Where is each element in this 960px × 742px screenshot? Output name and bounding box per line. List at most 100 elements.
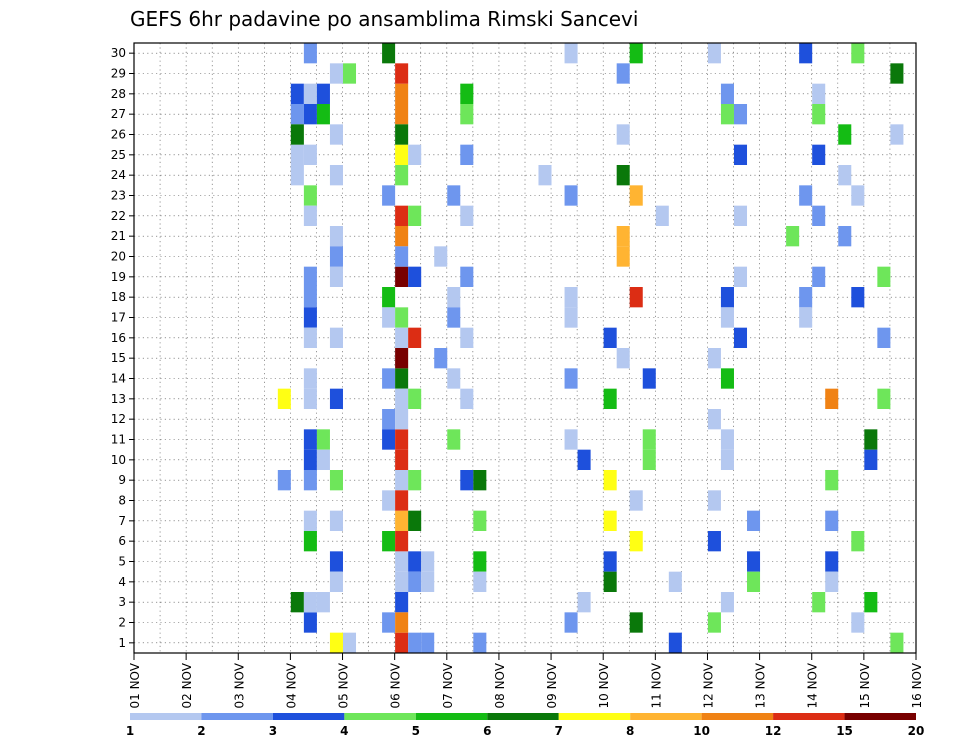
heatmap-cell xyxy=(825,571,839,592)
heatmap-cell xyxy=(395,490,409,511)
heatmap-cell xyxy=(303,449,317,470)
y-tick-label: 9 xyxy=(118,473,126,487)
heatmap-cell xyxy=(460,470,474,491)
heatmap-cell xyxy=(447,429,461,450)
x-tick-label: 04 NOV xyxy=(284,662,298,708)
heatmap-cell xyxy=(329,571,343,592)
heatmap-cell xyxy=(329,124,343,145)
heatmap-cell xyxy=(747,551,761,572)
legend-level-label: 2 xyxy=(197,724,205,738)
heatmap-cell xyxy=(564,185,578,206)
heatmap-cell xyxy=(720,429,734,450)
heatmap-cell xyxy=(473,551,487,572)
heatmap-cell xyxy=(303,470,317,491)
heatmap-cell xyxy=(603,571,617,592)
y-tick-label: 7 xyxy=(118,514,126,528)
heatmap-cell xyxy=(707,348,721,369)
heatmap-cell xyxy=(303,266,317,287)
heatmap-cell xyxy=(329,388,343,409)
heatmap-cell xyxy=(329,510,343,531)
y-tick-label: 19 xyxy=(111,270,126,284)
heatmap-cell xyxy=(720,449,734,470)
x-tick-label: 12 NOV xyxy=(701,662,715,708)
y-tick-label: 4 xyxy=(118,575,126,589)
heatmap-cell xyxy=(538,165,552,186)
plot-frame xyxy=(133,42,917,654)
heatmap-cell xyxy=(812,104,826,125)
legend-swatch xyxy=(701,713,774,720)
heatmap-cell xyxy=(342,632,357,653)
heatmap-cell xyxy=(655,205,669,226)
heatmap-cell xyxy=(329,470,343,491)
heatmap-cell xyxy=(564,429,578,450)
heatmap-cell xyxy=(838,226,852,247)
heatmap-cell xyxy=(408,470,422,491)
heatmap-cell xyxy=(733,144,748,165)
heatmap-cell xyxy=(460,104,474,125)
heatmap-cell xyxy=(277,388,291,409)
heatmap-cell xyxy=(395,266,409,287)
heatmap-cell xyxy=(851,185,865,206)
heatmap-cell xyxy=(733,327,748,348)
heatmap-cell xyxy=(303,388,317,409)
legend-level-label: 7 xyxy=(555,724,563,738)
heatmap-cell xyxy=(303,612,317,633)
heatmap-cell xyxy=(720,307,734,328)
heatmap-cell xyxy=(303,592,317,613)
heatmap-cell xyxy=(668,632,682,653)
x-tick-label: 10 NOV xyxy=(597,662,611,708)
heatmap-cell xyxy=(812,83,826,104)
heatmap-cell xyxy=(447,185,461,206)
legend-level-label: 6 xyxy=(483,724,491,738)
heatmap-cell xyxy=(564,612,578,633)
heatmap-cell xyxy=(382,612,396,633)
x-tick-label: 06 NOV xyxy=(389,662,403,708)
y-tick-label: 21 xyxy=(111,229,126,243)
y-tick-label: 20 xyxy=(111,250,126,264)
legend-level-label: 8 xyxy=(626,724,634,738)
heatmap-cell xyxy=(890,632,904,653)
heatmap-cell xyxy=(395,429,409,450)
heatmap-cell xyxy=(707,490,721,511)
heatmap-cell xyxy=(747,571,761,592)
heatmap-cell xyxy=(382,409,396,430)
y-tick-label: 15 xyxy=(111,351,126,365)
x-tick-label: 02 NOV xyxy=(180,662,194,708)
heatmap-cell xyxy=(421,551,435,572)
heatmap-cell xyxy=(382,490,396,511)
heatmap-cell xyxy=(864,449,878,470)
legend-swatch xyxy=(630,713,702,720)
y-tick-label: 27 xyxy=(111,107,126,121)
heatmap-cell xyxy=(290,592,304,613)
heatmap-cell xyxy=(629,287,643,308)
heatmap-cell xyxy=(395,327,409,348)
x-tick-label: 05 NOV xyxy=(337,662,351,708)
heatmap-cell xyxy=(395,348,409,369)
heatmap-cell xyxy=(799,43,813,64)
y-tick-label: 2 xyxy=(118,616,126,630)
heatmap-cell xyxy=(290,124,304,145)
legend-swatch xyxy=(272,713,345,720)
heatmap-cell xyxy=(603,327,617,348)
heatmap-cell xyxy=(395,246,409,267)
heatmap-cell xyxy=(460,144,474,165)
y-tick-label: 12 xyxy=(111,412,126,426)
heatmap-cell xyxy=(577,449,591,470)
heatmap-cell xyxy=(408,266,422,287)
x-tick-label: 16 NOV xyxy=(910,662,924,708)
heatmap-cell xyxy=(395,632,409,653)
heatmap-cell xyxy=(786,226,800,247)
heatmap-cell xyxy=(720,83,734,104)
heatmap-cell xyxy=(303,510,317,531)
y-tick-label: 22 xyxy=(111,209,126,223)
heatmap-cell xyxy=(707,43,721,64)
y-tick-label: 11 xyxy=(111,433,126,447)
heatmap-cell xyxy=(460,266,474,287)
heatmap-cell xyxy=(395,409,409,430)
heatmap-cell xyxy=(329,246,343,267)
heatmap-cell xyxy=(395,571,409,592)
heatmap-cell xyxy=(395,226,409,247)
heatmap-cell xyxy=(382,429,396,450)
heatmap-cell xyxy=(460,388,474,409)
